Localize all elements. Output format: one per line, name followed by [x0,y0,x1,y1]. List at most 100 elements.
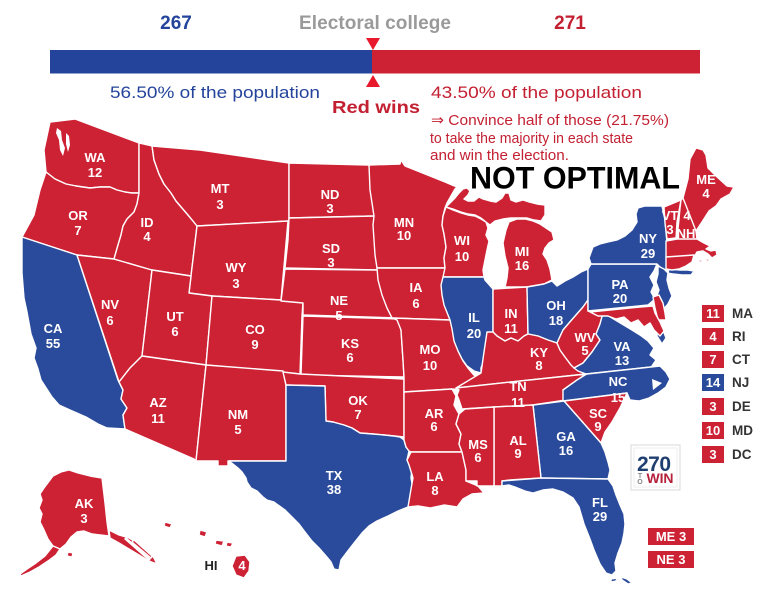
svg-text:7: 7 [74,223,81,238]
svg-text:SD: SD [322,241,340,256]
svg-text:9: 9 [594,419,601,434]
svg-text:6: 6 [412,296,419,311]
svg-text:and win the election.: and win the election. [430,147,569,164]
svg-text:MA: MA [732,306,753,321]
svg-text:4: 4 [143,229,151,244]
svg-text:TN: TN [509,379,526,394]
svg-text:MO: MO [420,342,441,357]
svg-text:WA: WA [85,150,107,165]
svg-text:3: 3 [666,222,673,237]
svg-text:IA: IA [410,280,424,295]
svg-text:DE: DE [732,399,751,414]
svg-text:3: 3 [326,201,333,216]
svg-text:NOT OPTIMAL: NOT OPTIMAL [470,160,680,196]
svg-text:3: 3 [709,399,716,414]
svg-text:6: 6 [346,350,353,365]
svg-text:5: 5 [234,422,241,437]
svg-text:DC: DC [732,447,752,462]
svg-text:Red wins: Red wins [332,97,420,117]
svg-text:TX: TX [326,468,343,483]
svg-text:OH: OH [546,298,566,313]
svg-text:CA: CA [44,321,63,336]
svg-text:WV: WV [575,330,596,345]
svg-text:11: 11 [511,395,525,410]
svg-text:MN: MN [394,215,414,230]
svg-text:HI: HI [205,558,218,573]
svg-text:7: 7 [354,407,361,422]
svg-text:FL: FL [592,495,608,510]
svg-text:8: 8 [431,483,438,498]
svg-text:271: 271 [554,13,586,34]
svg-text:UT: UT [166,309,183,324]
svg-text:55: 55 [46,336,60,351]
svg-text:NH: NH [677,226,696,241]
svg-text:VT: VT [662,208,679,223]
svg-text:43.50% of the population: 43.50% of the population [431,83,642,102]
svg-text:11: 11 [504,321,518,336]
svg-text:LA: LA [426,469,444,484]
svg-text:WY: WY [226,260,247,275]
svg-text:3: 3 [327,255,334,270]
svg-text:3: 3 [232,276,239,291]
svg-text:267: 267 [160,13,192,34]
svg-text:AL: AL [509,433,526,448]
svg-text:3: 3 [709,447,716,462]
svg-text:RI: RI [732,329,746,344]
svg-text:20: 20 [467,326,481,341]
svg-text:29: 29 [641,246,655,261]
svg-text:11: 11 [151,411,165,426]
svg-text:Electoral college: Electoral college [299,13,451,34]
svg-text:6: 6 [106,313,113,328]
svg-text:WI: WI [454,233,470,248]
svg-text:NC: NC [609,374,628,389]
svg-text:KY: KY [530,345,548,360]
svg-text:PA: PA [611,277,629,292]
svg-text:7: 7 [709,352,716,367]
svg-text:4: 4 [683,208,691,223]
svg-text:O: O [637,479,643,486]
svg-text:OR: OR [68,208,88,223]
svg-text:10: 10 [423,358,437,373]
svg-text:NM: NM [228,407,248,422]
svg-text:NV: NV [101,297,119,312]
svg-text:18: 18 [549,313,563,328]
svg-text:8: 8 [535,358,542,373]
svg-text:38: 38 [327,482,341,497]
svg-text:NY: NY [639,231,657,246]
svg-text:16: 16 [515,258,529,273]
svg-text:NE: NE [330,293,348,308]
svg-text:MS: MS [468,437,488,452]
svg-text:SC: SC [589,406,608,421]
svg-text:WIN: WIN [647,470,674,486]
svg-text:VA: VA [613,339,631,354]
svg-text:15: 15 [611,390,625,405]
svg-text:10: 10 [706,423,720,438]
svg-text:10: 10 [455,249,469,264]
svg-text:CT: CT [732,352,751,367]
svg-text:MI: MI [515,244,529,259]
svg-text:4: 4 [702,186,710,201]
svg-text:3: 3 [80,511,87,526]
svg-text:to take the majority in each s: to take the majority in each state [430,130,633,147]
svg-text:5: 5 [581,343,588,358]
svg-text:16: 16 [559,443,573,458]
svg-text:4: 4 [709,329,717,344]
svg-text:56.50% of the population: 56.50% of the population [110,83,320,102]
svg-text:13: 13 [615,353,629,368]
svg-text:14: 14 [706,375,721,390]
svg-text:6: 6 [430,419,437,434]
svg-text:AZ: AZ [149,395,166,410]
svg-text:KS: KS [341,336,359,351]
svg-text:OK: OK [348,393,368,408]
svg-text:IL: IL [468,310,480,325]
svg-text:NE 3: NE 3 [657,552,686,567]
svg-text:MT: MT [211,181,230,196]
svg-text:29: 29 [593,509,607,524]
svg-text:11: 11 [706,306,720,321]
svg-text:270: 270 [637,453,671,476]
svg-text:3: 3 [216,197,223,212]
svg-text:5: 5 [335,308,342,323]
svg-text:ME 3: ME 3 [656,529,686,544]
svg-text:20: 20 [613,291,627,306]
svg-text:6: 6 [474,450,481,465]
